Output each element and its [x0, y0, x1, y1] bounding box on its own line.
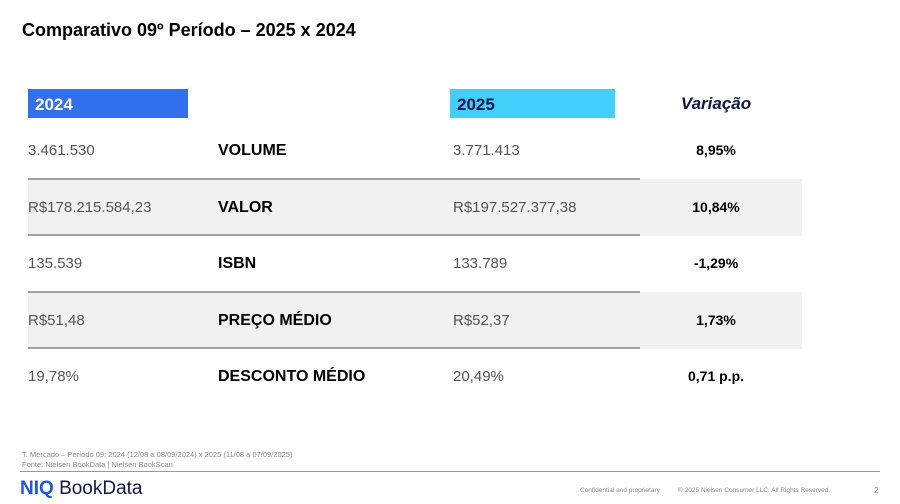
row-divider [28, 234, 640, 236]
table-row: 135.539 ISBN 133.789 -1,29% [28, 235, 802, 292]
footnote-source: Fonte: Nielsen BookData | Nielsen BookSc… [22, 460, 173, 469]
row-divider [28, 347, 640, 349]
niq-bookdata-logo: NIQ BookData [20, 478, 143, 499]
table-row: 19,78% DESCONTO MÉDIO 20,49% 0,71 p.p. [28, 348, 802, 405]
row-divider [28, 177, 640, 180]
value-2024: 3.461.530 [28, 142, 95, 159]
variation-value: 1,73% [696, 311, 736, 328]
row-divider [28, 290, 640, 293]
value-2025: 20,49% [453, 368, 504, 385]
table-row: R$51,48 PREÇO MÉDIO R$52,37 1,73% [28, 291, 802, 349]
footnote-period: T. Mercado – Período 09: 2024 (12/08 a 0… [22, 450, 293, 459]
value-2024: 135.539 [28, 255, 83, 272]
page-title: Comparativo 09º Período – 2025 x 2024 [22, 20, 356, 40]
variation-value: -1,29% [693, 255, 739, 271]
value-2025: R$197.527.377,38 [453, 198, 577, 216]
metric-label: VALOR [218, 198, 273, 216]
metric-label: DESCONTO MÉDIO [218, 368, 366, 385]
header-variation: Variação [680, 94, 752, 113]
metric-label: PREÇO MÉDIO [218, 311, 332, 329]
footer-divider [20, 471, 880, 472]
variation-value: 0,71 p.p. [687, 368, 745, 384]
value-2024: 19,78% [28, 368, 79, 385]
variation-value: 8,95% [696, 142, 736, 158]
value-2025: R$52,37 [453, 311, 510, 329]
value-2025: 3.771.413 [453, 142, 520, 159]
confidential-text: Confidential and proprietary [580, 487, 660, 494]
table-row: R$178.215.584,23 VALOR R$197.527.377,38 10,… [28, 178, 802, 236]
copyright-text: © 2025 Nielsen Consumer LLC. All Rights … [678, 487, 831, 494]
header-2025: 2025 [450, 89, 615, 118]
value-2025: 133.789 [453, 255, 508, 272]
value-2024: R$178.215.584,23 [28, 198, 152, 216]
table-row: 3.461.530 VOLUME 3.771.413 8,95% [28, 122, 802, 179]
header-2024: 2024 [28, 89, 188, 118]
page-number: 2 [874, 486, 879, 495]
metric-label: VOLUME [218, 142, 287, 159]
value-2024: R$51,48 [28, 311, 85, 329]
metric-label: ISBN [218, 255, 257, 272]
variation-value: 10,84% [692, 198, 740, 215]
